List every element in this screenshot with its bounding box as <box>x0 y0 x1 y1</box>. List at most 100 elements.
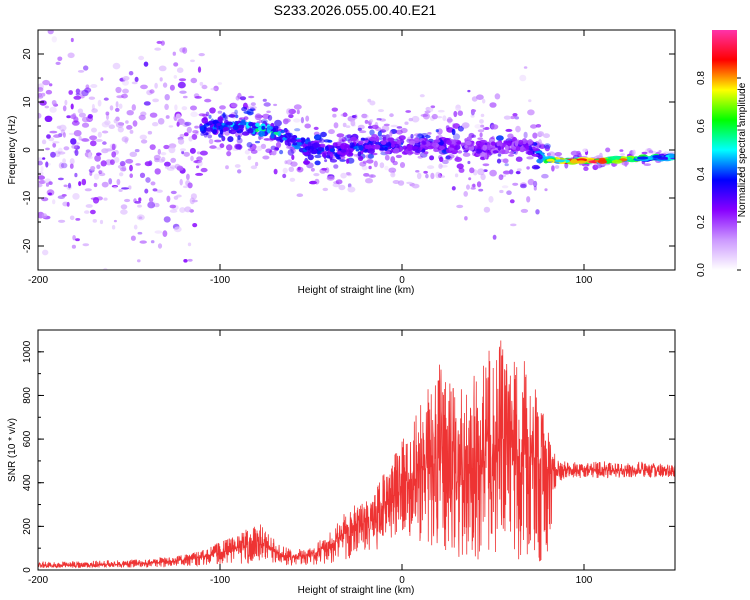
spectrogram-ridge-cell <box>304 146 311 151</box>
spectrogram-noise-cell <box>108 178 113 185</box>
spectrogram-ridge-cell <box>225 121 234 126</box>
spectrogram-ridge-cell <box>292 142 298 146</box>
spectrogram-noise-cell <box>62 105 67 112</box>
spectrogram-noise-cell <box>128 185 132 190</box>
spectrogram-noise-cell <box>532 132 538 139</box>
spectrogram-ridge-cell <box>255 122 260 128</box>
spectrogram-noise-cell <box>365 178 373 184</box>
spectrogram-noise-cell <box>489 102 497 108</box>
spectrogram-ridge-cell <box>277 130 281 137</box>
spectrogram-ridge-cell <box>387 137 394 143</box>
spectrogram-noise-cell <box>208 138 214 145</box>
spectrogram-noise-cell <box>166 195 171 203</box>
spectrogram-ridge-cell <box>368 136 377 142</box>
spectrogram-noise-cell <box>84 188 92 192</box>
spectrogram-noise-cell <box>77 108 84 114</box>
spectrogram-noise-cell <box>255 161 259 167</box>
spectrogram-noise-cell <box>207 134 213 139</box>
spectrogram-noise-cell <box>332 113 337 118</box>
spectrogram-ridge-cell <box>222 126 230 131</box>
spectrogram-noise-cell <box>221 135 226 142</box>
spectrogram-noise-cell <box>250 149 258 154</box>
spectrogram-noise-cell <box>237 169 242 174</box>
spectrogram-noise-cell <box>117 126 124 133</box>
spectrogram-noise-cell <box>183 132 189 137</box>
spectrogram-noise-cell <box>347 186 356 193</box>
spectrogram-ridge-cell <box>611 159 623 164</box>
spectrogram-noise-cell <box>515 156 523 162</box>
spectrogram-noise-cell <box>520 208 529 213</box>
spectrogram-noise-cell <box>199 81 204 86</box>
spectrogram-ridge-cell <box>611 155 622 160</box>
spectrogram-ridge-cell <box>300 138 306 144</box>
spectrogram-noise-cell <box>187 258 193 262</box>
spectrogram-ridge-cell <box>280 129 285 134</box>
spectrogram-noise-cell <box>235 132 243 138</box>
spectrogram-noise-cell <box>89 171 93 176</box>
spectrogram-noise-cell <box>502 170 511 175</box>
spectrogram-noise-cell <box>89 135 98 141</box>
spectrogram-noise-cell <box>194 160 202 164</box>
spectrogram-noise-cell <box>68 132 75 136</box>
spectrogram-noise-cell <box>304 123 312 129</box>
spectrogram-noise-cell <box>74 172 78 178</box>
spectrogram-ridge-cell <box>332 142 338 148</box>
spectrogram-noise-cell <box>543 133 550 139</box>
spectrogram-noise-cell <box>520 183 527 189</box>
spectrogram-noise-cell <box>183 259 188 263</box>
spectrogram-noise-cell <box>49 106 57 113</box>
spectrogram-noise-cell <box>162 82 168 88</box>
spectrogram-noise-cell <box>296 109 300 115</box>
spectrogram-noise-cell <box>140 139 148 144</box>
spectrogram-noise-cell <box>160 12 163 18</box>
spectrogram-noise-cell <box>260 143 267 149</box>
spectrogram-noise-cell <box>51 100 57 106</box>
spectrogram-noise-cell <box>176 166 184 171</box>
spectrogram-ridge-cell <box>496 140 501 147</box>
spectrogram-noise-cell <box>156 40 163 44</box>
spectrogram-ridge-cell <box>289 138 297 143</box>
spectrogram-noise-cell <box>54 150 61 158</box>
spectrogram-noise-cell <box>190 111 198 118</box>
spectrogram-ridge-cell <box>296 139 302 143</box>
spectrogram-noise-cell <box>244 149 250 155</box>
spectrogram-noise-cell <box>196 151 201 155</box>
spectrogram-ridge-cell <box>464 145 468 148</box>
spectrogram-noise-cell <box>388 167 397 173</box>
spectrogram-noise-cell <box>88 152 92 159</box>
spectrogram-noise-cell <box>510 223 517 227</box>
spectrogram-noise-cell <box>192 223 198 228</box>
spectrogram-ridge-cell <box>537 154 543 160</box>
spectrogram-noise-cell <box>620 153 625 156</box>
spectrogram-ridge-cell <box>360 137 365 141</box>
spectrogram-noise-cell <box>527 178 535 186</box>
spectrogram-noise-cell <box>132 120 138 127</box>
spectrogram-noise-cell <box>470 114 475 118</box>
spectrogram-noise-cell <box>235 144 243 150</box>
spectrogram-ridge-cell <box>261 125 266 130</box>
spectrogram-noise-cell <box>52 199 56 205</box>
spectrogram-noise-cell <box>49 130 58 134</box>
spectrogram-noise-cell <box>83 65 89 71</box>
spectrogram-ridge-cell <box>212 129 218 135</box>
spectrogram-noise-cell <box>181 150 185 155</box>
spectrogram-noise-cell <box>445 125 450 130</box>
spectrogram-noise-cell <box>480 173 486 181</box>
spectrogram-ridge-cell <box>287 142 291 147</box>
spectrogram-noise-cell <box>658 150 662 153</box>
spectrogram-ridge-cell <box>357 151 362 157</box>
spectrogram-noise-cell <box>120 167 127 172</box>
spectrogram-noise-cell <box>429 107 434 112</box>
spectrogram-noise-cell <box>303 160 310 165</box>
spectrogram-noise-cell <box>146 89 153 96</box>
spectrogram-ridge-cell <box>412 146 419 150</box>
spectrogram-noise-cell <box>247 155 252 161</box>
spectrogram-noise-cell <box>158 159 165 163</box>
spectrogram-noise-cell <box>115 86 122 94</box>
spectrogram-noise-cell <box>114 156 120 163</box>
spectrogram-noise-cell <box>383 123 390 127</box>
spectrogram-ridge-cell <box>409 151 414 155</box>
snr-x-tick-label: -100 <box>210 575 230 586</box>
spectrogram-noise-cell <box>369 100 376 106</box>
spectrogram-noise-cell <box>357 127 362 131</box>
